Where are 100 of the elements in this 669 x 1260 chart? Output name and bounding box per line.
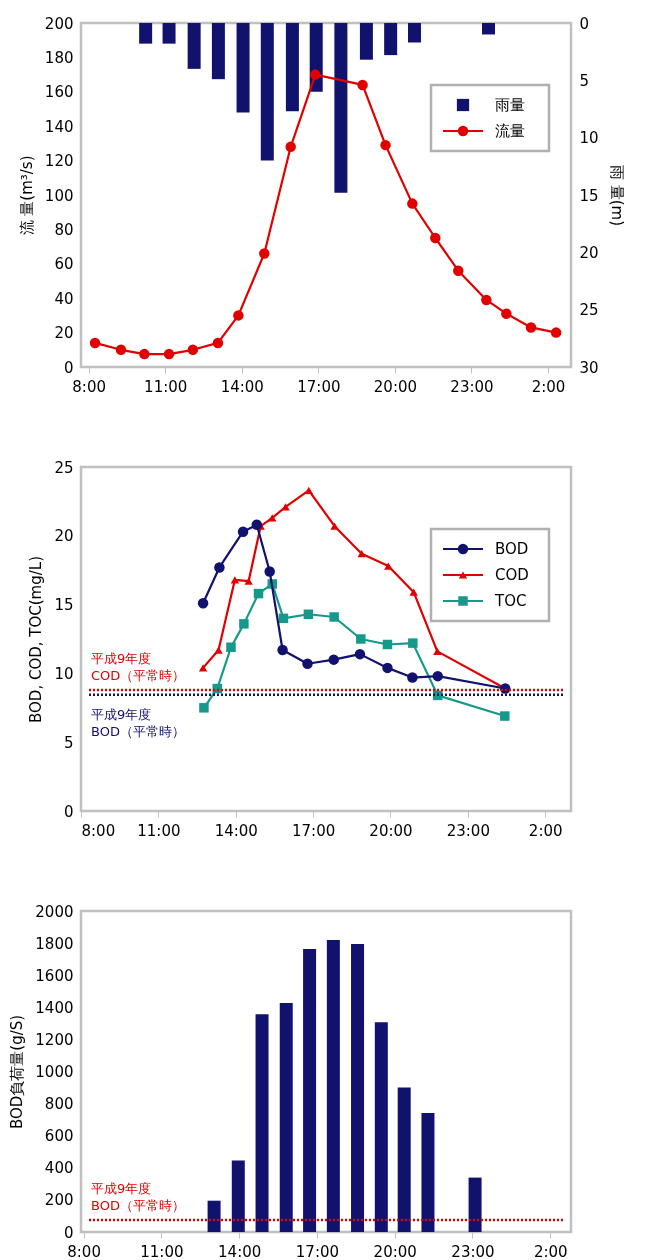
bar — [162, 23, 176, 44]
bar — [359, 23, 373, 60]
x-tick-label: 20:00 — [373, 1242, 417, 1260]
y-tick-label: 120 — [44, 152, 74, 171]
y2-tick-label: 20 — [579, 243, 599, 262]
y-tick-label: 1000 — [35, 1063, 74, 1081]
point — [501, 308, 512, 319]
point — [233, 310, 244, 321]
point — [197, 597, 209, 609]
point — [302, 658, 313, 669]
y-tick-label: 0 — [63, 802, 74, 821]
y-tick-label: 60 — [54, 255, 74, 274]
point — [214, 562, 225, 573]
point — [115, 344, 127, 356]
y2-tick-label: 15 — [579, 186, 599, 205]
legend-label: COD — [495, 566, 529, 584]
point — [407, 198, 418, 209]
point — [453, 265, 464, 276]
y-tick-label: 20 — [54, 527, 74, 546]
y-axis-title: 流 量(m³/s) — [17, 155, 36, 236]
x-tick-label: 2:00 — [533, 1242, 568, 1260]
x-tick-label: 17:00 — [295, 1242, 340, 1260]
y-tick-label: 200 — [44, 14, 74, 33]
y-axis-title: BOD, COD, TOC(mg/L) — [27, 556, 46, 723]
bar — [255, 1014, 269, 1232]
point — [354, 648, 366, 660]
point — [244, 577, 253, 585]
point — [239, 619, 249, 629]
point — [199, 703, 209, 713]
point — [214, 646, 223, 654]
bar — [236, 23, 250, 113]
y2-tick-label: 5 — [579, 71, 590, 90]
y-tick-label: 15 — [54, 596, 74, 615]
x-tick-label: 11:00 — [140, 1242, 184, 1260]
y-tick-label: 0 — [63, 1223, 74, 1242]
legend-label: 流量 — [495, 122, 525, 140]
x-tick-label: 14:00 — [220, 377, 264, 396]
x-tick-label: 23:00 — [451, 1242, 495, 1260]
y-tick-label: 1200 — [35, 1030, 74, 1049]
point — [356, 634, 366, 644]
x-tick-label: 2:00 — [531, 377, 566, 396]
bar — [326, 940, 340, 1232]
point — [310, 69, 321, 80]
bar — [303, 949, 317, 1232]
bar — [139, 23, 153, 44]
point — [303, 609, 314, 619]
y2-tick-label: 10 — [579, 129, 599, 148]
y-tick-label: 25 — [54, 458, 74, 477]
point — [330, 522, 339, 530]
x-tick-label: 20:00 — [369, 821, 413, 840]
bar — [374, 1022, 388, 1232]
bar — [384, 23, 398, 56]
bar — [187, 23, 201, 69]
point — [89, 337, 101, 349]
bar — [351, 943, 365, 1232]
bar — [285, 23, 299, 112]
y-tick-label: 160 — [44, 83, 74, 102]
x-tick-label: 23:00 — [450, 377, 494, 396]
y2-tick-label: 25 — [579, 301, 599, 320]
y-tick-label: 100 — [44, 186, 74, 205]
point — [407, 672, 418, 683]
y-tick-label: 80 — [54, 220, 74, 239]
y-tick-label: 10 — [54, 664, 74, 683]
x-tick-label: 8:00 — [72, 377, 106, 396]
point — [481, 294, 492, 306]
legend-label: 雨量 — [495, 96, 525, 114]
point — [382, 662, 393, 674]
y-tick-label: 1800 — [35, 934, 74, 953]
x-tick-label: 2:00 — [528, 821, 563, 840]
point — [357, 550, 366, 558]
x-tick-label: 8:00 — [81, 821, 116, 840]
bar — [231, 1160, 245, 1232]
y-tick-label: 40 — [54, 289, 74, 308]
y-tick-label: 1400 — [35, 998, 74, 1017]
point — [432, 670, 443, 682]
point — [328, 654, 339, 665]
y-tick-label: 400 — [44, 1159, 74, 1178]
y-tick-label: 2000 — [35, 902, 74, 921]
y-tick-label: 600 — [44, 1127, 74, 1146]
point — [278, 613, 289, 624]
point — [187, 344, 199, 356]
y-tick-label: 140 — [44, 117, 74, 136]
y-tick-label: 200 — [44, 1191, 74, 1210]
x-tick-label: 14:00 — [218, 1242, 262, 1260]
point — [550, 327, 562, 338]
x-tick-label: 14:00 — [214, 821, 258, 840]
legend-label: TOC — [494, 592, 527, 610]
point — [268, 514, 277, 522]
point — [251, 519, 263, 531]
point — [237, 526, 249, 537]
point — [357, 79, 368, 91]
ref-line-label: 平成9年度 BOD（平常時） — [91, 1180, 185, 1213]
y2-axis-title: 雨 量(m) — [607, 164, 626, 227]
point — [198, 664, 208, 672]
point — [264, 566, 275, 577]
point — [212, 337, 224, 349]
bar — [207, 1200, 221, 1232]
point — [304, 486, 313, 495]
y2-tick-label: 0 — [579, 14, 590, 33]
point — [384, 562, 393, 570]
